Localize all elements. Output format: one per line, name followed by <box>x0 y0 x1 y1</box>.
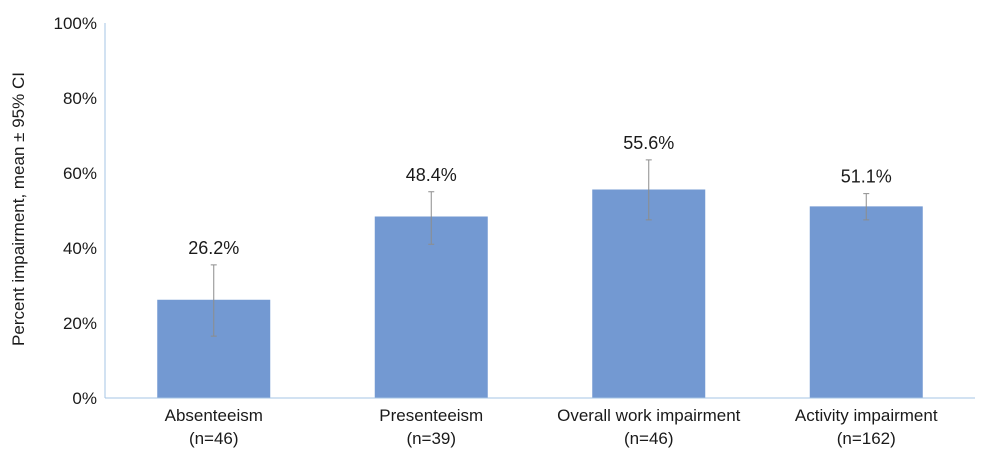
x-tick-label: (n=46) <box>624 429 674 448</box>
y-tick-label: 60% <box>63 164 97 183</box>
data-label: 55.6% <box>623 133 674 153</box>
data-label: 48.4% <box>406 165 457 185</box>
bar <box>374 216 488 398</box>
bar <box>809 206 923 398</box>
y-tick-label: 80% <box>63 89 97 108</box>
x-tick-label: (n=162) <box>837 429 896 448</box>
y-tick-label: 100% <box>54 14 97 33</box>
x-tick-label: (n=39) <box>406 429 456 448</box>
x-tick-label: Overall work impairment <box>557 406 741 425</box>
x-tick-label: Absenteeism <box>165 406 263 425</box>
y-tick-label: 0% <box>72 389 97 408</box>
y-tick-label: 20% <box>63 314 97 333</box>
bar <box>592 189 706 398</box>
data-label: 26.2% <box>188 238 239 258</box>
y-axis-title-group: Percent impairment, mean ± 95% CI <box>9 72 28 346</box>
data-label: 51.1% <box>841 167 892 187</box>
x-tick-label: Activity impairment <box>795 406 938 425</box>
x-tick-label: (n=46) <box>189 429 239 448</box>
x-tick-label: Presenteeism <box>379 406 483 425</box>
y-axis-title: Percent impairment, mean ± 95% CI <box>9 72 28 346</box>
y-tick-label: 40% <box>63 239 97 258</box>
